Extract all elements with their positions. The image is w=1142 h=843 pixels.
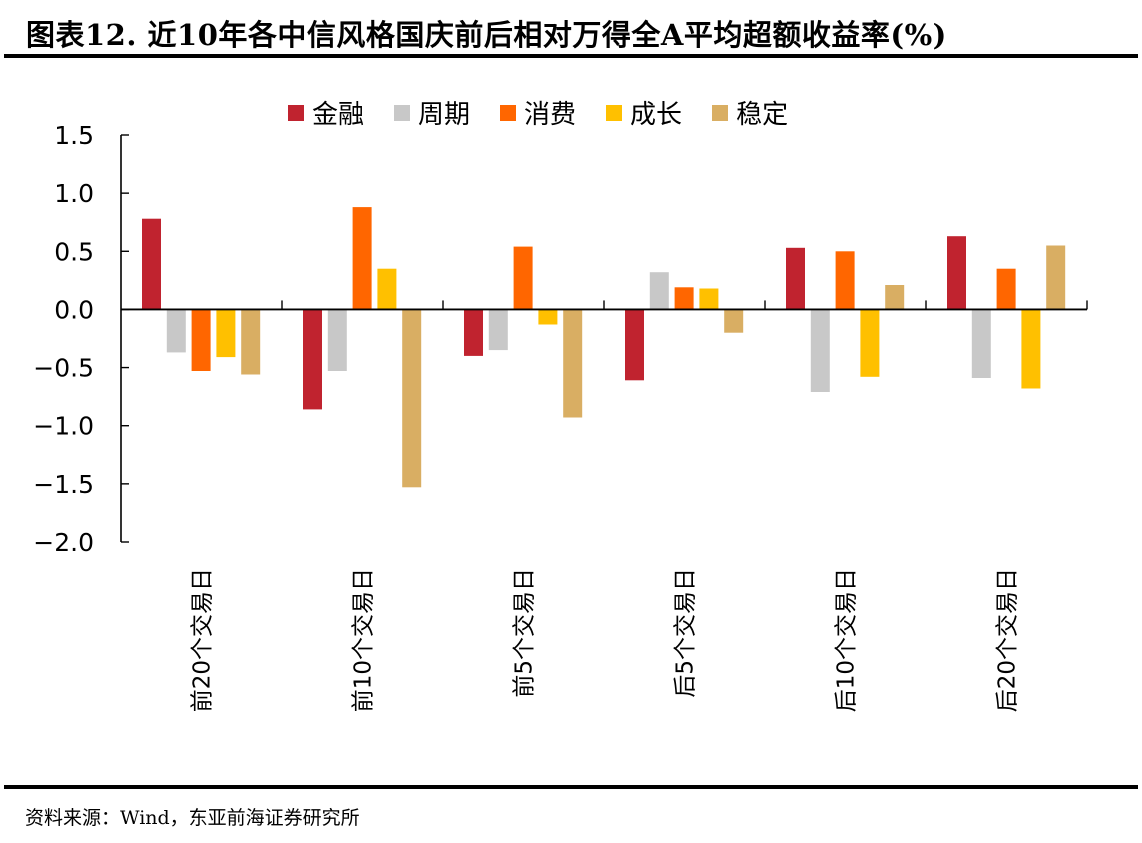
bar-金融-3 xyxy=(625,309,644,381)
legend-label: 周期 xyxy=(418,100,471,130)
x-category-label: 后10个交易日 xyxy=(834,568,860,712)
x-category-label: 前20个交易日 xyxy=(190,568,216,712)
bar-chart: 1.5 1.0 0.5 0.0 −0.5 −1.0 −1.5 −2.0 前20个交易日 前10个交… xyxy=(33,121,1088,712)
y-tick-label: −1.5 xyxy=(33,470,94,499)
bar-金融-0 xyxy=(142,218,161,310)
legend-label: 消费 xyxy=(524,100,577,130)
y-tick-label: 1.0 xyxy=(54,179,94,208)
legend-label: 稳定 xyxy=(736,100,789,130)
legend-swatch xyxy=(500,104,517,121)
bar-周期-2 xyxy=(488,309,508,351)
bar-消费-4 xyxy=(835,251,855,310)
legend-swatch xyxy=(606,104,623,121)
bar-成长-4 xyxy=(860,309,880,377)
bar-消费-2 xyxy=(513,246,533,310)
bar-稳定-0 xyxy=(241,309,261,375)
bar-周期-1 xyxy=(327,309,347,371)
bar-消费-5 xyxy=(996,268,1016,310)
bar-成长-1 xyxy=(377,268,397,310)
bar-周期-0 xyxy=(166,309,186,353)
legend-label: 金融 xyxy=(312,100,365,130)
chart-title: 图表12. 近10年各中信风格国庆前后相对万得全A平均超额收益率(%) xyxy=(26,18,947,52)
legend-item: 消费 xyxy=(500,94,576,131)
legend-item: 周期 xyxy=(394,94,470,131)
legend-swatch xyxy=(288,104,304,121)
x-category-label: 后20个交易日 xyxy=(995,568,1021,712)
bar-消费-3 xyxy=(674,287,694,310)
bar-金融-2 xyxy=(464,309,483,356)
title-divider xyxy=(4,54,1138,58)
y-tick-label: 1.5 xyxy=(54,121,94,150)
y-tick-label: −0.5 xyxy=(33,354,94,383)
x-category-label: 前10个交易日 xyxy=(351,568,377,712)
bar-成长-5 xyxy=(1021,309,1041,389)
y-tick-label: 0.0 xyxy=(54,295,94,324)
legend-swatch xyxy=(712,104,729,121)
x-category-label: 后5个交易日 xyxy=(673,568,699,698)
bar-稳定-1 xyxy=(402,309,422,488)
x-category-label: 前5个交易日 xyxy=(512,568,538,698)
bar-稳定-3 xyxy=(724,309,744,333)
y-tick-label: 0.5 xyxy=(54,237,94,266)
bar-成长-0 xyxy=(216,309,236,358)
bar-金融-1 xyxy=(303,309,322,410)
bar-稳定-2 xyxy=(563,309,583,418)
bar-金融-4 xyxy=(786,247,805,310)
legend-swatch xyxy=(394,104,411,121)
y-tick-label: −1.0 xyxy=(33,412,94,441)
bar-金融-5 xyxy=(947,236,966,310)
legend-item: 金融 xyxy=(288,94,364,131)
footer-divider xyxy=(4,785,1138,789)
bar-周期-4 xyxy=(810,309,830,392)
bar-成长-2 xyxy=(538,309,558,325)
legend-label: 成长 xyxy=(630,100,683,130)
legend-item: 成长 xyxy=(606,94,682,131)
bar-周期-3 xyxy=(649,272,669,310)
legend: 金融 周期 消费 成长 稳定 xyxy=(288,94,818,131)
bar-消费-1 xyxy=(352,207,372,310)
legend-item: 稳定 xyxy=(712,94,788,131)
y-tick-label: −2.0 xyxy=(33,528,94,557)
bar-成长-3 xyxy=(699,288,719,310)
bar-稳定-5 xyxy=(1046,245,1066,310)
bar-周期-5 xyxy=(971,309,991,378)
source-note: 资料来源：Wind，东亚前海证券研究所 xyxy=(25,807,360,829)
bar-消费-0 xyxy=(191,309,211,371)
bar-稳定-4 xyxy=(885,285,905,310)
